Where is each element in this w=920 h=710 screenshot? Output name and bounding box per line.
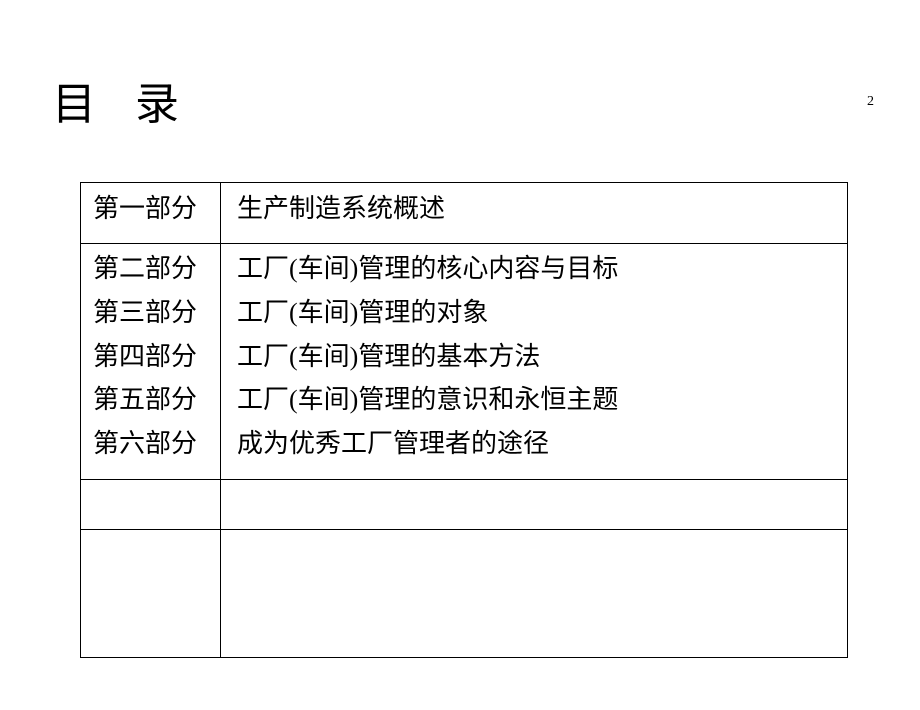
toc-table: 第一部分 生产制造系统概述 第二部分 第三部分 第四部分 第五部分 第六部分 工…	[80, 182, 848, 658]
section-title: 成为优秀工厂管理者的途径	[237, 425, 839, 463]
table-row	[81, 479, 848, 529]
row-4-left-cell	[81, 529, 221, 657]
section-title: 工厂(车间)管理的核心内容与目标	[237, 250, 839, 288]
section-label: 第六部分	[93, 425, 212, 463]
section-label: 第五部分	[93, 381, 212, 419]
section-title: 工厂(车间)管理的对象	[237, 294, 839, 332]
section-title: 生产制造系统概述	[237, 191, 839, 227]
page-number: 2	[867, 94, 874, 110]
table-row: 第一部分 生产制造系统概述	[81, 183, 848, 244]
row-4-right-cell	[221, 529, 848, 657]
section-title: 工厂(车间)管理的基本方法	[237, 338, 839, 376]
row-3-left-cell	[81, 479, 221, 529]
table-row	[81, 529, 848, 657]
row-1-left-cell: 第一部分	[81, 183, 221, 244]
section-label: 第三部分	[93, 294, 212, 332]
row-2-right-cell: 工厂(车间)管理的核心内容与目标 工厂(车间)管理的对象 工厂(车间)管理的基本…	[221, 244, 848, 479]
page-title: 目 录	[52, 68, 193, 132]
row-2-left-cell: 第二部分 第三部分 第四部分 第五部分 第六部分	[81, 244, 221, 479]
section-label: 第四部分	[93, 338, 212, 376]
row-1-right-cell: 生产制造系统概述	[221, 183, 848, 244]
row-3-right-cell	[221, 479, 848, 529]
table-row: 第二部分 第三部分 第四部分 第五部分 第六部分 工厂(车间)管理的核心内容与目…	[81, 244, 848, 479]
section-label: 第一部分	[93, 191, 212, 227]
section-title: 工厂(车间)管理的意识和永恒主题	[237, 381, 839, 419]
section-label: 第二部分	[93, 250, 212, 288]
